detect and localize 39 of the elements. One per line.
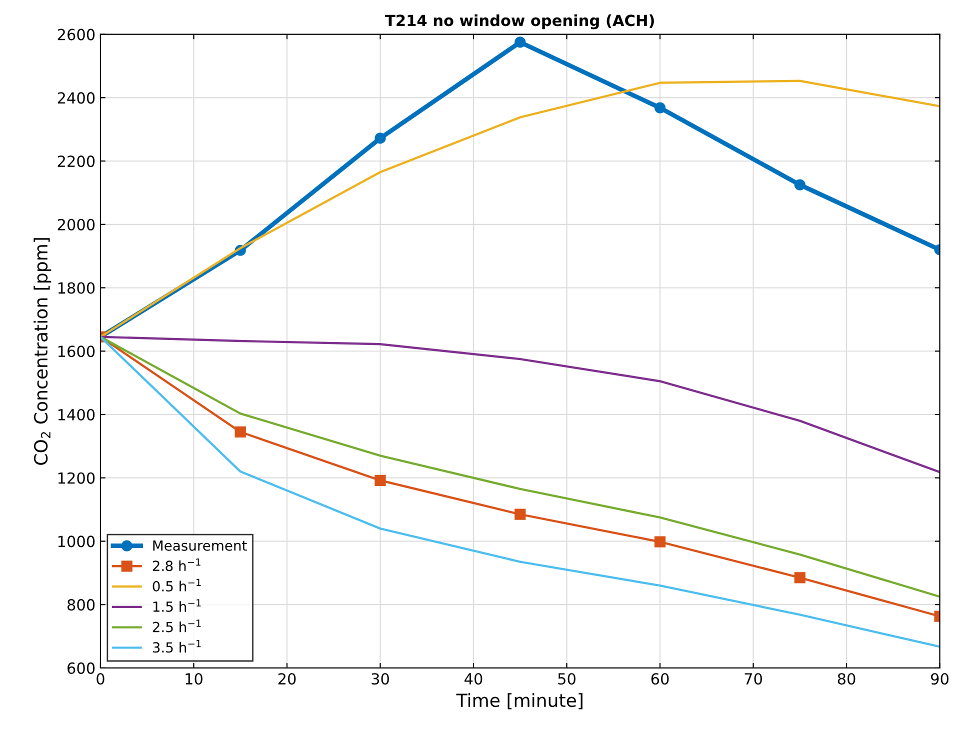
x-tick-label: 30 (372, 673, 389, 685)
y-tick-label: 2200 (58, 156, 95, 168)
x-axis-title: Time [minute] (456, 693, 582, 710)
legend-label: Measurement (153, 540, 247, 551)
point (654, 536, 666, 548)
point (654, 102, 666, 114)
point (514, 36, 526, 48)
y-tick-label: 1400 (58, 408, 95, 421)
point (234, 426, 246, 438)
y-tick-label: 1600 (58, 346, 95, 358)
y-tick-label: 1000 (58, 536, 95, 548)
x-tick-label: 80 (838, 673, 856, 685)
y-tick-label: 2000 (58, 218, 95, 230)
point (374, 132, 386, 144)
point (794, 179, 806, 190)
x-tick-label: 90 (931, 673, 948, 685)
y-tick-label: 2600 (58, 28, 95, 40)
y-tick-label: 800 (68, 599, 95, 611)
y-tick-label: 2400 (58, 92, 95, 104)
x-tick-label: 60 (651, 673, 669, 685)
x-tick-label: 70 (744, 673, 762, 685)
y-tick-label: 1800 (58, 282, 95, 294)
x-tick-label: 10 (186, 673, 202, 685)
x-tick-label: 20 (278, 673, 296, 685)
legend-label: 0.5 h$^{−1}$ (152, 578, 201, 592)
x-tick-label: 40 (464, 673, 482, 685)
point (514, 508, 526, 520)
point (794, 572, 806, 584)
y-axis-title: CO$_{2}$ Concentration [ppm] (34, 238, 52, 465)
y-tick-label: 600 (68, 662, 95, 674)
legend-label: 2.5 h$^{−1}$ (152, 620, 201, 632)
legend-label: 2.8 h$^{−1}$ (152, 558, 200, 572)
y-tick-label: 1200 (58, 472, 95, 484)
x-tick-label: 50 (558, 673, 576, 685)
point (374, 474, 386, 486)
chart-title: T214 no window opening (ACH) (385, 14, 654, 30)
x-tick-label: 0 (96, 673, 104, 685)
legend-label: 3.5 h$^{−1}$ (152, 640, 201, 653)
legend-label: 1.5 h$^{−1}$ (153, 599, 201, 612)
